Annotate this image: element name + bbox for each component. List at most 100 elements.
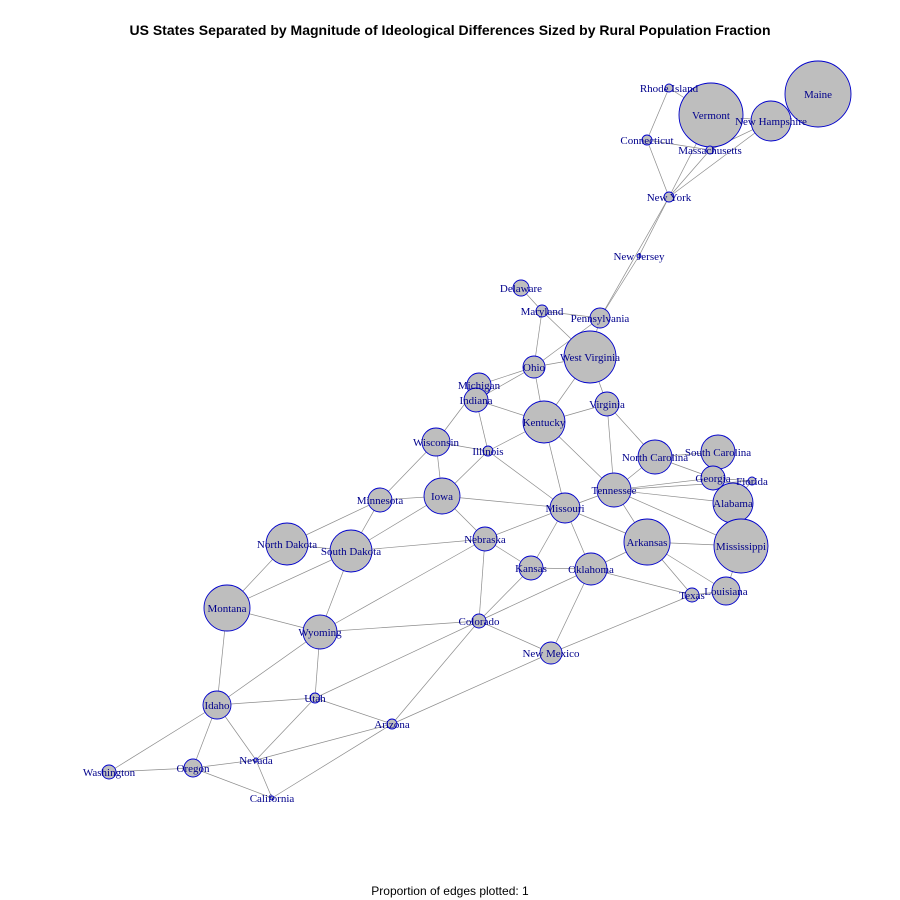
label-arizona: Arizona bbox=[374, 719, 410, 731]
node-tennessee bbox=[596, 472, 632, 508]
node-north-carolina bbox=[637, 439, 673, 475]
edge-wyoming-colorado bbox=[319, 620, 480, 633]
label-missouri: Missouri bbox=[545, 503, 584, 515]
edge-utah-arizona bbox=[314, 697, 393, 725]
node-colorado bbox=[471, 613, 487, 629]
node-arkansas bbox=[623, 518, 671, 566]
label-virginia: Virginia bbox=[589, 399, 625, 411]
label-new-york: New York bbox=[647, 192, 692, 204]
edge-rhode_island-connecticut bbox=[646, 87, 670, 141]
label-connecticut: Connecticut bbox=[620, 135, 673, 147]
edge-new_york-new_jersey bbox=[638, 196, 670, 257]
edge-arizona-california bbox=[271, 723, 393, 799]
node-layer bbox=[101, 60, 852, 801]
edge-colorado-arizona bbox=[391, 620, 480, 725]
node-arizona bbox=[386, 718, 398, 730]
edge-connecticut-new_york bbox=[646, 139, 670, 198]
label-south-carolina: South Carolina bbox=[685, 447, 751, 459]
edge-utah-nevada bbox=[255, 697, 316, 761]
node-utah bbox=[309, 692, 321, 704]
node-kansas bbox=[518, 555, 544, 581]
label-kansas: Kansas bbox=[515, 563, 547, 575]
node-new-mexico bbox=[539, 641, 563, 665]
chart-title: US States Separated by Magnitude of Ideo… bbox=[129, 22, 771, 38]
label-vermont: Vermont bbox=[692, 110, 730, 122]
edge-tennessee-florida bbox=[613, 480, 753, 491]
node-georgia bbox=[700, 465, 726, 491]
label-wisconsin: Wisconsin bbox=[413, 437, 459, 449]
label-massachusetts: Massachusetts bbox=[678, 145, 742, 157]
label-idaho: Idaho bbox=[204, 700, 230, 712]
label-north-dakota: North Dakota bbox=[257, 539, 317, 551]
node-virginia bbox=[594, 391, 620, 417]
edge-massachusetts-new_york bbox=[668, 149, 711, 198]
edge-nebraska-colorado bbox=[478, 538, 486, 622]
label-kentucky: Kentucky bbox=[523, 417, 566, 429]
edge-connecticut-massachusetts bbox=[646, 139, 711, 151]
label-nevada: Nevada bbox=[239, 755, 273, 767]
label-new-jersey: New Jersey bbox=[613, 251, 665, 263]
node-oregon bbox=[183, 758, 203, 778]
edge-idaho-washington bbox=[108, 704, 218, 773]
label-texas: Texas bbox=[679, 590, 705, 602]
label-alabama: Alabama bbox=[713, 498, 753, 510]
label-maine: Maine bbox=[804, 89, 832, 101]
label-mississippi: Mississippi bbox=[716, 541, 766, 553]
label-washington: Washington bbox=[83, 767, 136, 779]
edges-proportion-caption: Proportion of edges plotted: 1 bbox=[371, 884, 529, 898]
node-oklahoma bbox=[574, 552, 608, 586]
edge-oregon-california bbox=[192, 767, 273, 799]
edge-idaho-utah bbox=[216, 697, 316, 706]
label-ohio: Ohio bbox=[523, 362, 546, 374]
label-north-carolina: North Carolina bbox=[622, 452, 688, 464]
label-new-mexico: New Mexico bbox=[522, 648, 580, 660]
edge-oregon-washington bbox=[108, 767, 194, 773]
edge-south_dakota-nebraska bbox=[350, 538, 486, 552]
label-minnesota: Minnesota bbox=[357, 495, 404, 507]
edge-wyoming-idaho bbox=[216, 631, 321, 706]
label-nebraska: Nebraska bbox=[464, 534, 506, 546]
node-delaware bbox=[512, 279, 530, 297]
edge-iowa-missouri bbox=[441, 495, 566, 509]
node-minnesota bbox=[367, 487, 393, 513]
label-south-dakota: South Dakota bbox=[321, 546, 381, 558]
node-new-york bbox=[663, 191, 675, 203]
node-massachusetts bbox=[705, 145, 715, 155]
node-new-jersey bbox=[636, 253, 642, 259]
label-west-virginia: West Virginia bbox=[560, 352, 620, 364]
edge-arizona-nevada bbox=[255, 723, 393, 761]
label-new-hampshire: New Hampshire bbox=[735, 116, 807, 128]
edge-new_mexico-arizona bbox=[391, 652, 552, 725]
label-louisiana: Louisiana bbox=[704, 586, 747, 598]
node-texas bbox=[684, 587, 700, 603]
label-iowa: Iowa bbox=[431, 491, 453, 503]
label-arkansas: Arkansas bbox=[627, 537, 668, 549]
node-maine bbox=[784, 60, 852, 128]
edge-nebraska-wyoming bbox=[319, 538, 486, 633]
label-florida: Florida bbox=[736, 476, 768, 488]
edge-colorado-utah bbox=[314, 620, 480, 699]
node-california bbox=[269, 795, 275, 801]
node-connecticut bbox=[641, 134, 653, 146]
label-rhode-island: Rhode Island bbox=[640, 83, 699, 95]
label-layer: Maine Vermont New Hampshire Rhode Island Con… bbox=[83, 83, 832, 805]
node-south-dakota bbox=[329, 529, 373, 573]
node-ohio bbox=[522, 355, 546, 379]
node-kentucky bbox=[522, 400, 566, 444]
node-iowa bbox=[423, 477, 461, 515]
label-oregon: Oregon bbox=[177, 763, 210, 775]
node-illinois bbox=[482, 445, 494, 457]
node-montana bbox=[203, 584, 251, 632]
label-delaware: Delaware bbox=[500, 283, 542, 295]
node-west-virginia bbox=[563, 330, 617, 384]
label-california: California bbox=[250, 793, 295, 805]
edge-new_hampshire-new_york bbox=[668, 120, 772, 198]
node-new-hampshire bbox=[750, 100, 792, 142]
edge-pennsylvania-ohio bbox=[533, 317, 601, 368]
node-louisiana bbox=[711, 576, 741, 606]
label-indiana: Indiana bbox=[460, 395, 493, 407]
node-maryland bbox=[535, 304, 549, 318]
node-washington bbox=[101, 764, 117, 780]
label-colorado: Colorado bbox=[459, 616, 500, 628]
label-oklahoma: Oklahoma bbox=[568, 564, 614, 576]
